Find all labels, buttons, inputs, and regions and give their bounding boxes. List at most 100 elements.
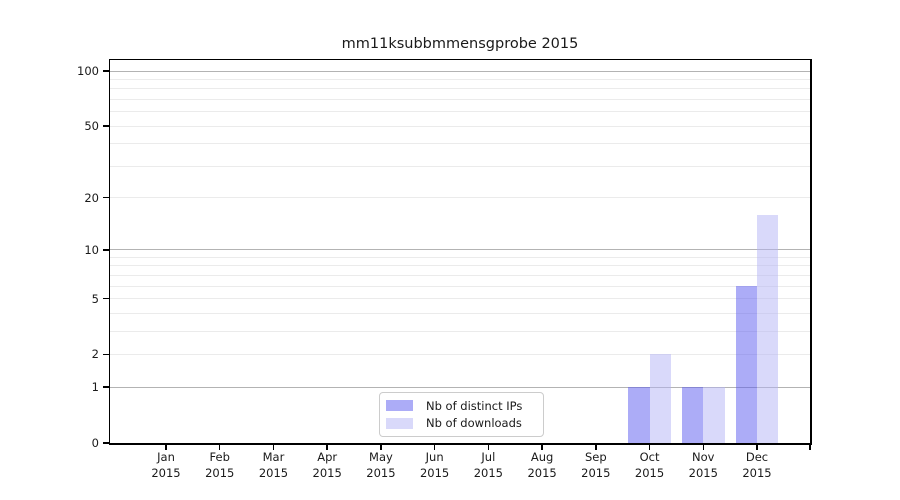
x-tick: [218, 444, 221, 450]
x-tick-label: Apr 2015: [291, 450, 363, 481]
y-tick: [103, 442, 109, 444]
x-tick-year: 2015: [151, 465, 181, 480]
x-tick-month: Nov: [692, 450, 715, 464]
bottom-spine: [108, 443, 812, 445]
gridline-minor: [110, 165, 810, 167]
legend-swatch-downloads: [386, 418, 413, 429]
gridline-minor: [110, 312, 810, 314]
y-tick: [103, 353, 109, 356]
y-tick: [103, 196, 109, 199]
x-tick-month: Aug: [530, 450, 554, 464]
x-tick-year: 2015: [419, 465, 450, 480]
x-tick-label: May 2015: [345, 450, 417, 481]
x-tick: [487, 444, 490, 450]
gridline-minor: [110, 353, 810, 355]
x-tick: [380, 444, 382, 450]
bar-distinct-ips-oct: [628, 387, 650, 443]
y-tick: [103, 297, 109, 300]
gridline-minor: [110, 99, 810, 101]
gridline-minor: [110, 143, 810, 145]
x-tick-label: Nov 2015: [667, 450, 739, 481]
y-tick: [103, 249, 109, 251]
x-tick-month: Oct: [639, 450, 660, 464]
x-tick-year: 2015: [527, 465, 557, 480]
x-tick-label: Mar 2015: [237, 450, 309, 481]
legend-item-distinct-ips: Nb of distinct IPs: [386, 399, 537, 413]
gridline-major: [110, 386, 810, 388]
y-tick-label: 0: [91, 436, 99, 450]
x-tick-label: Jul 2015: [452, 450, 524, 481]
gridline-minor: [110, 88, 810, 90]
gridline-minor: [110, 285, 810, 287]
x-tick-label: Aug 2015: [506, 450, 578, 481]
x-tick-label: Sep 2015: [560, 450, 632, 481]
x-tick: [595, 444, 597, 450]
legend-label-distinct-ips: Nb of distinct IPs: [426, 398, 523, 413]
x-tick-year: 2015: [742, 465, 772, 480]
plot-area: [110, 60, 810, 443]
x-tick-year: 2015: [473, 465, 503, 480]
x-tick-label: Jun 2015: [399, 450, 471, 481]
y-tick: [103, 125, 109, 127]
y-tick-label: 100: [77, 64, 99, 79]
gridline-minor: [110, 298, 810, 300]
gridline-minor: [110, 197, 810, 199]
bar-downloads-dec: [756, 214, 779, 443]
right-spine: [810, 58, 812, 445]
x-tick-month: Dec: [745, 450, 769, 464]
x-tick: [326, 444, 328, 450]
gridline-major: [110, 70, 810, 72]
x-tick-month: Sep: [584, 450, 607, 464]
x-tick-month: Jun: [425, 450, 444, 464]
y-tick-label: 1: [91, 380, 99, 395]
gridline-minor: [110, 125, 810, 127]
gridline-minor: [110, 330, 810, 332]
x-tick-label: Dec 2015: [721, 450, 793, 481]
x-tick: [272, 444, 275, 450]
legend-swatch-distinct-ips: [386, 400, 413, 411]
x-tick: [809, 444, 811, 450]
chart-title: mm11ksubbmmensgprobe 2015: [341, 36, 579, 52]
x-tick-year: 2015: [581, 465, 611, 480]
legend: Nb of distinct IPs Nb of downloads: [379, 392, 544, 437]
x-tick-month: Mar: [262, 450, 285, 464]
x-tick-month: Feb: [209, 450, 230, 464]
x-tick-label: Jan 2015: [130, 450, 202, 481]
x-tick: [433, 444, 436, 450]
legend-item-downloads: Nb of downloads: [386, 416, 537, 430]
y-tick: [103, 70, 109, 72]
legend-label-downloads: Nb of downloads: [426, 416, 522, 431]
bar-downloads-oct: [649, 354, 671, 443]
x-tick: [756, 444, 758, 450]
y-tick-label: 2: [91, 347, 99, 362]
x-tick-year: 2015: [258, 465, 289, 480]
x-tick-year: 2015: [688, 465, 718, 480]
gridline-minor: [110, 256, 810, 258]
x-tick-month: Jul: [481, 450, 496, 464]
gridline-minor: [110, 79, 810, 81]
y-tick-label: 50: [84, 119, 99, 134]
gridline-minor: [110, 111, 810, 113]
y-tick-label: 5: [91, 291, 99, 306]
left-spine: [108, 58, 110, 445]
y-tick-label: 20: [84, 190, 99, 205]
bar-distinct-ips-dec: [735, 286, 757, 443]
x-tick-year: 2015: [366, 465, 396, 480]
x-tick: [702, 444, 705, 450]
x-tick-month: May: [369, 450, 393, 464]
x-tick: [648, 444, 651, 450]
x-tick-label: Feb 2015: [184, 450, 256, 481]
top-spine: [108, 58, 812, 60]
x-tick: [541, 444, 543, 450]
bar-distinct-ips-nov: [681, 387, 704, 443]
x-tick-year: 2015: [634, 465, 665, 480]
gridline-minor: [110, 274, 810, 276]
x-tick-label: Oct 2015: [614, 450, 686, 481]
x-tick-month: Jan: [157, 450, 175, 464]
x-tick-month: Apr: [317, 450, 338, 464]
x-tick: [165, 444, 167, 450]
x-tick-year: 2015: [205, 465, 235, 480]
y-tick-label: 10: [84, 242, 99, 257]
x-tick-year: 2015: [312, 465, 342, 480]
